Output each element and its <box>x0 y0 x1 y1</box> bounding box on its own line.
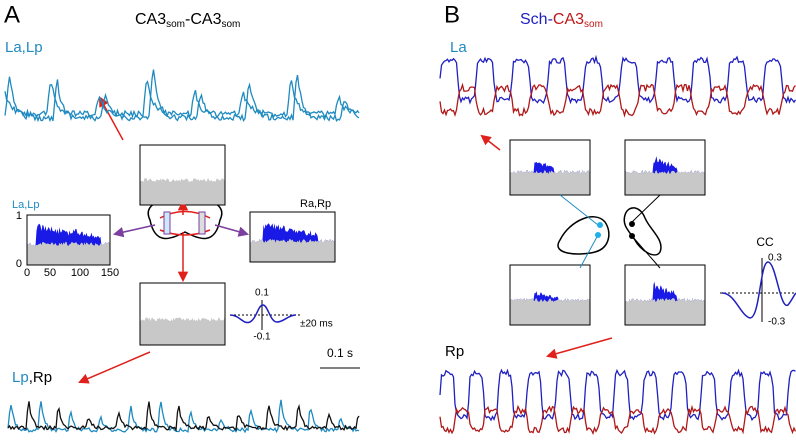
hist-baseline <box>140 317 225 345</box>
axis-tick: 0 <box>24 267 30 279</box>
electrode <box>198 211 206 235</box>
trace <box>439 82 796 118</box>
brain-outline <box>557 216 610 255</box>
cc-curve <box>229 304 297 324</box>
hist-baseline <box>250 238 335 262</box>
axis-tick: 100 <box>71 267 89 279</box>
arrow <box>214 224 250 237</box>
panel-label: B <box>444 1 460 28</box>
trace <box>7 399 360 434</box>
title-sub: som <box>221 19 240 30</box>
connector <box>579 234 599 269</box>
electrode <box>597 222 603 228</box>
scale-bar-label: 0.1 s <box>327 346 353 360</box>
arrow <box>545 337 613 359</box>
trace <box>439 404 796 436</box>
title-part: CA3 <box>553 11 584 28</box>
panel-title: CA3som-CA3som <box>135 11 240 29</box>
electrode <box>629 221 635 227</box>
cc-window: ±20 ms <box>300 319 333 330</box>
inset-label: La,Lp <box>12 199 40 211</box>
arrow <box>78 351 151 384</box>
trace <box>7 401 360 433</box>
electrode <box>629 233 635 239</box>
hist-baseline <box>510 298 590 325</box>
connector <box>559 194 599 226</box>
title-part: CA3 <box>190 11 221 28</box>
arrow <box>98 96 124 141</box>
axis-tick: 0 <box>16 258 22 270</box>
axis-tick: 1 <box>16 210 22 222</box>
electrode <box>595 232 601 238</box>
title-part: CA3 <box>135 11 166 28</box>
title-sub: som <box>584 19 603 30</box>
arrow <box>480 134 501 151</box>
cc-curve <box>721 261 796 319</box>
hist-baseline <box>625 298 705 325</box>
arrow <box>112 224 156 238</box>
brain-outline <box>147 199 223 240</box>
inset-label: Ra,Rp <box>300 198 331 210</box>
electrode <box>163 211 171 235</box>
hist-baseline <box>510 170 590 195</box>
axis-tick: 50 <box>44 267 56 279</box>
connector <box>631 235 661 269</box>
trace-label: Lp,Rp <box>12 369 52 386</box>
title-part: - <box>185 11 190 28</box>
cc-tick: 0.1 <box>255 288 269 299</box>
hist-baseline <box>27 241 110 265</box>
trace <box>439 368 796 422</box>
connector <box>631 194 661 223</box>
hist-baseline <box>625 170 705 195</box>
cc-tick: -0.3 <box>768 317 786 328</box>
title-sub: som <box>166 19 185 30</box>
trace-label: Rp <box>445 343 464 360</box>
trace-label: La <box>450 39 467 56</box>
trace-label: La,Lp <box>5 39 43 56</box>
cc-tick: -0.1 <box>253 332 271 343</box>
brain-outline <box>623 207 662 256</box>
panel-title: Sch-CA3som <box>520 11 603 29</box>
cc-label: CC <box>756 235 774 249</box>
trace <box>439 54 796 105</box>
panel-label: A <box>4 1 20 28</box>
cc-tick: 0.3 <box>768 253 782 264</box>
axis-tick: 150 <box>101 267 119 279</box>
title-part: Sch- <box>520 11 553 28</box>
hist-baseline <box>140 178 225 205</box>
label-part: Lp <box>12 369 29 386</box>
label-part: , <box>29 369 33 386</box>
label-part: Rp <box>33 369 52 386</box>
trace <box>4 80 360 119</box>
